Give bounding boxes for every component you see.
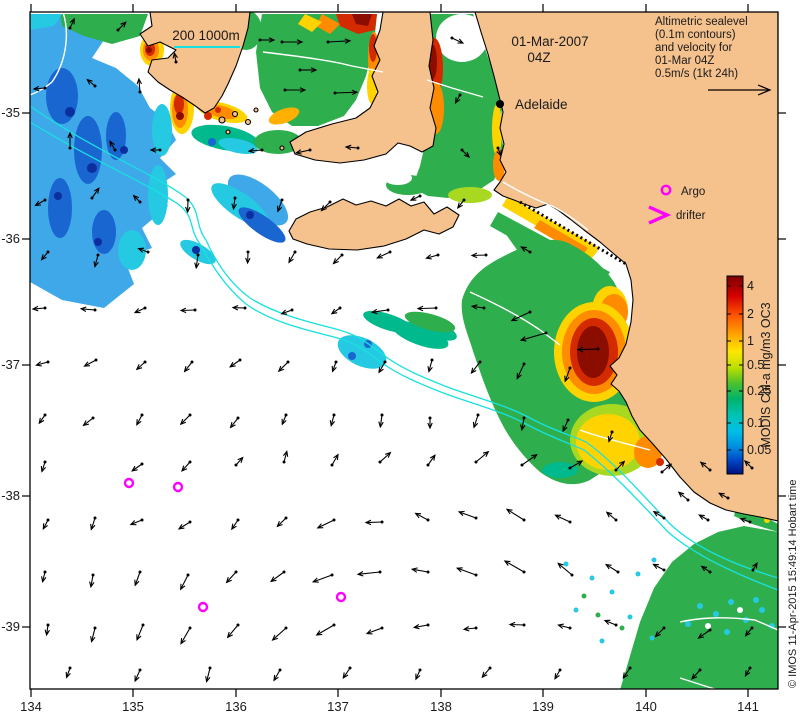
legend-line-4: 01-Mar 04Z	[655, 55, 714, 67]
legend-line-2: (0.1m contours)	[655, 29, 736, 41]
scalebar-label: 200 1000m	[172, 28, 240, 43]
x-tick-label: 141	[737, 699, 759, 714]
y-tick-label: -36	[1, 231, 20, 246]
city-dot	[496, 100, 504, 108]
city-label: Adelaide	[515, 97, 568, 112]
x-tick-label: 135	[122, 699, 144, 714]
colorbar-tick-label: 2	[747, 307, 754, 321]
y-tick-label: -35	[1, 105, 20, 120]
y-tick-label: -37	[1, 357, 20, 372]
x-tick-label: 137	[327, 699, 349, 714]
legend-line-3: and velocity for	[655, 42, 733, 54]
y-tick-label: -38	[1, 488, 20, 503]
credit-text: © IMOS 11-Apr-2015 15:49:14 Hobart time	[787, 480, 799, 688]
x-tick-label: 139	[532, 699, 554, 714]
drifter-legend-label: drifter	[676, 210, 706, 222]
colorbar-tick-label: 4	[747, 279, 754, 293]
y-tick-label: -39	[1, 619, 20, 634]
x-tick-label: 136	[225, 699, 247, 714]
colorbar-title: MODIS Chl-a mg/m3 OC3	[759, 302, 773, 447]
colorbar-gradient	[727, 276, 743, 474]
argo-legend-label: Argo	[681, 186, 705, 198]
time-text: 04Z	[527, 50, 550, 65]
legend-line-5: 0.5m/s (1kt 24h)	[655, 68, 738, 80]
x-tick-label: 140	[635, 699, 657, 714]
x-tick-label: 138	[430, 699, 452, 714]
legend-line-1: Altimetric sealevel	[655, 16, 748, 28]
colorbar-tick-label: 1	[747, 334, 754, 348]
plot-area	[30, 10, 778, 690]
x-tick-label: 134	[20, 699, 42, 714]
date-text: 01-Mar-2007	[511, 34, 588, 49]
